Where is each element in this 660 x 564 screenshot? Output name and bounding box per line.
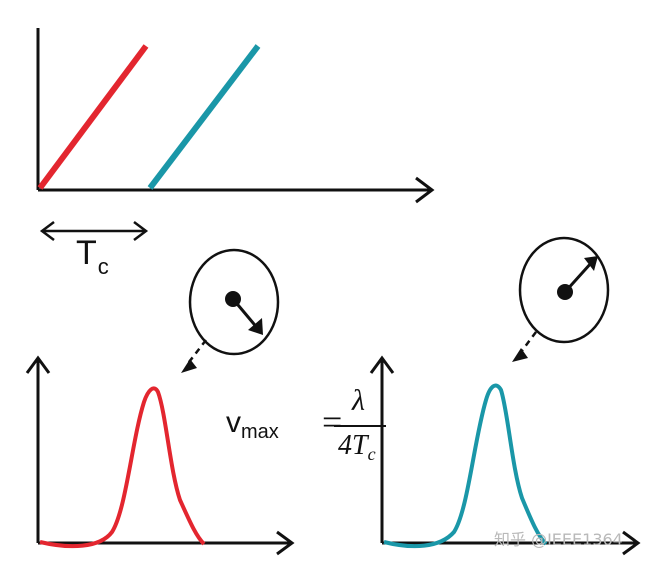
chirp-duration-arrow (39, 221, 149, 241)
chirp-time-plot (36, 28, 435, 204)
max-velocity-formula: vmax = λ 4Tc (226, 386, 396, 466)
first-chirp-ramp (37, 44, 149, 190)
left-phasor (181, 248, 280, 373)
right-phasor (512, 236, 610, 362)
second-chirp-ramp (147, 44, 261, 190)
right-spectrum-peak (383, 383, 548, 549)
right-spectrum-plot (369, 355, 641, 556)
chirp-duration-label: Tc (76, 234, 109, 279)
watermark: 知乎 @IEEE1364 (494, 530, 623, 549)
formula-numerator: λ (352, 384, 365, 417)
chirp-x-axis-arrowhead (415, 176, 435, 204)
formula-equals: = (322, 402, 343, 442)
formula-denominator: 4Tc (338, 430, 376, 464)
left-spectrum-peak (39, 386, 206, 549)
left-spectrum-plot (25, 355, 295, 556)
formula-fraction-bar (334, 425, 386, 427)
formula-variable: vmax (226, 406, 279, 443)
